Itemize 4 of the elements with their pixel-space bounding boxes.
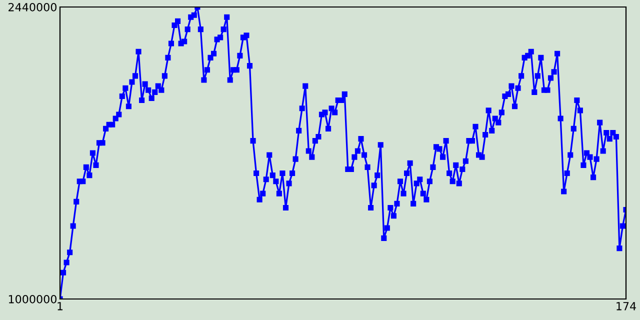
x-tick-label: 1 [58, 302, 63, 310]
y-tick-label: 1000000 [8, 294, 56, 304]
y-tick-label: 2440000 [8, 2, 56, 12]
x-tick-label: 174 [616, 302, 636, 310]
